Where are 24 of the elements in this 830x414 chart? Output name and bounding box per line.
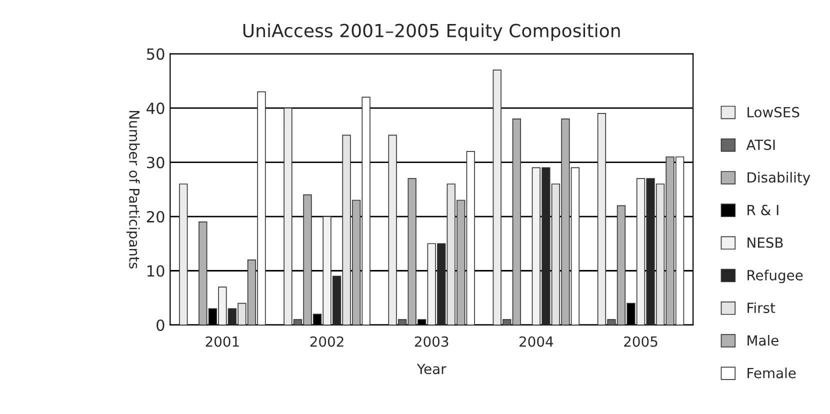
bar [179, 184, 188, 325]
x-tick-label: 2001 [206, 336, 239, 347]
x-axis-title: Year [416, 364, 446, 374]
y-tick-label: 30 [147, 156, 164, 168]
y-tick-label: 0 [156, 319, 164, 332]
x-tick-label: 2003 [414, 336, 448, 347]
y-tick-label: 40 [146, 102, 164, 114]
x-tick-label: 2004 [520, 336, 554, 347]
legend-label: Refugee [748, 270, 803, 284]
x-tick-label: 2005 [624, 336, 658, 347]
y-tick-label: 10 [148, 265, 164, 277]
x-tick-label: 2002 [310, 336, 344, 347]
legend-label: ATSI [746, 140, 775, 150]
y-tick-label: 20 [146, 210, 164, 223]
legend-label: Female [748, 368, 796, 378]
legend-label: Disability [748, 172, 810, 186]
y-tick-label: 50 [147, 48, 164, 60]
legend-label: Male [748, 334, 778, 346]
legend-label: R & I [748, 204, 778, 216]
chart-title: UniAccess 2001–2005 Equity Composition [243, 23, 620, 41]
y-axis-title: Number of Participants [126, 110, 140, 269]
legend-label: First [748, 302, 776, 314]
legend-label: NESB [748, 237, 783, 248]
legend-label: LowSES [748, 106, 800, 118]
